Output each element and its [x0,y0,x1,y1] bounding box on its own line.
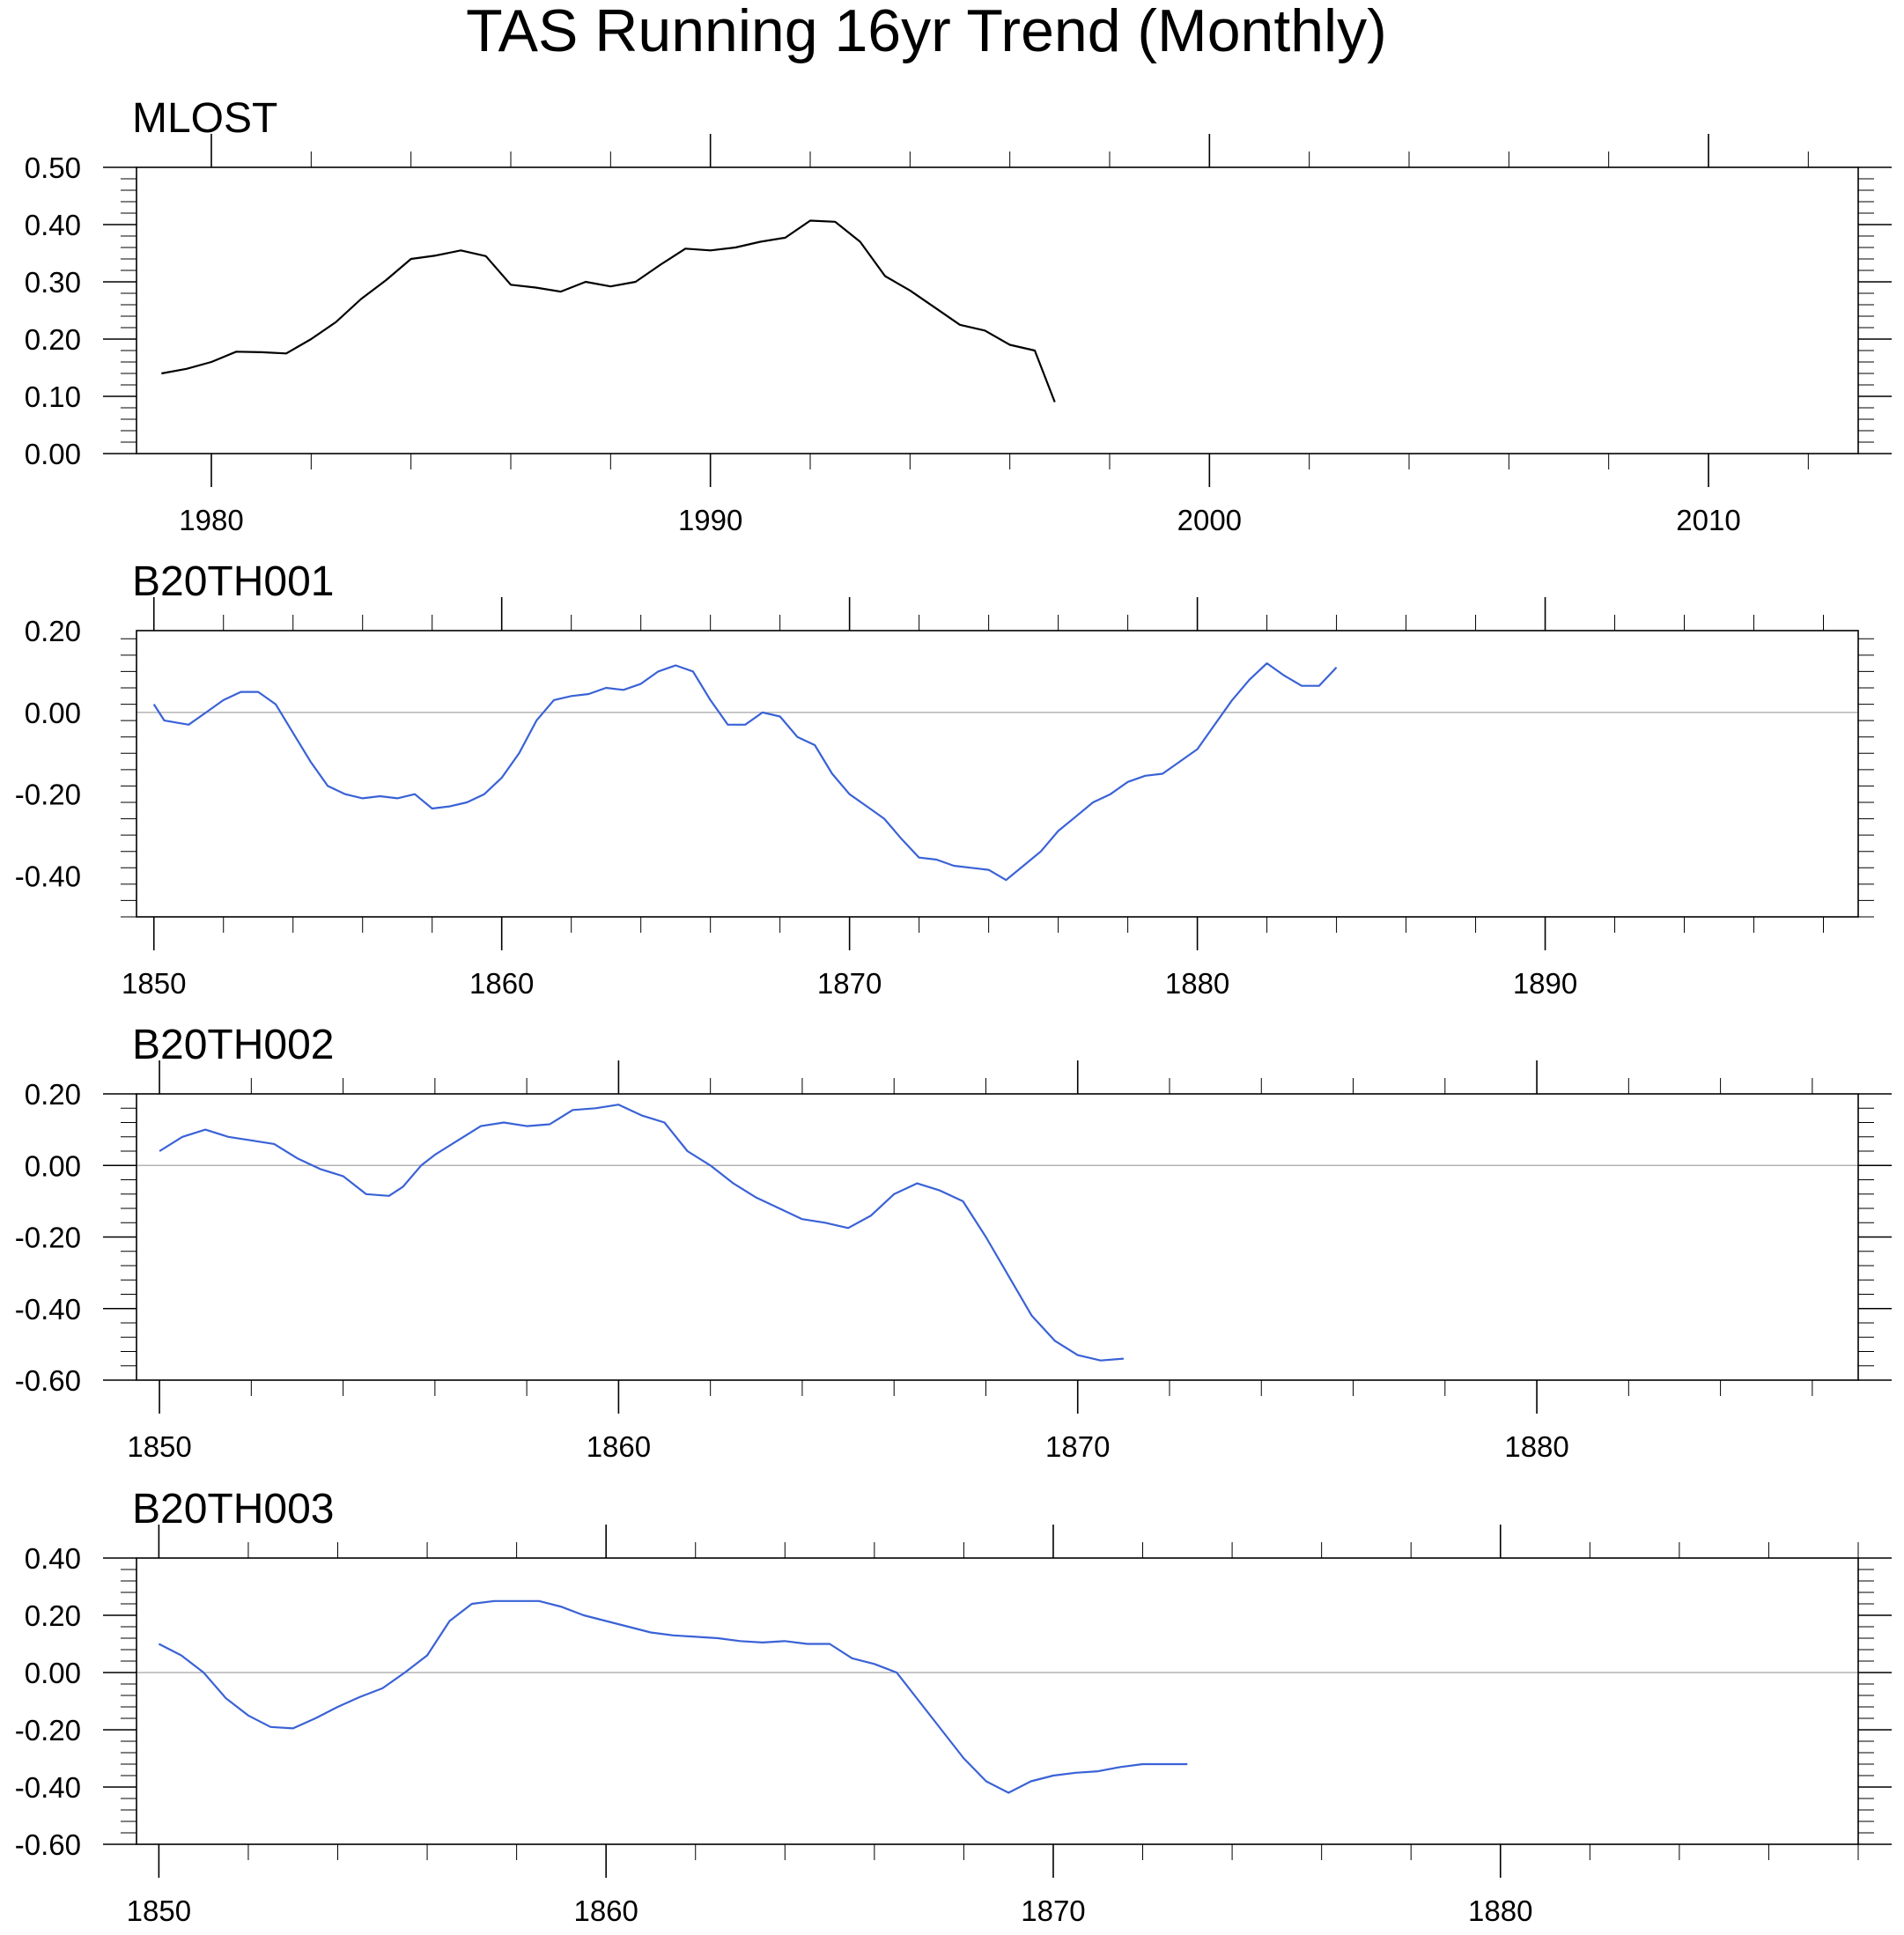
y-tick-label: -0.20 [15,1222,81,1254]
y-tick-label: 0.20 [25,615,81,647]
y-tick-label: 0.30 [25,266,81,299]
y-tick-label: 0.00 [25,438,81,470]
y-tick-label: 0.40 [25,1542,81,1575]
x-tick-label: 1990 [678,504,742,536]
y-tick-label: -0.20 [15,779,81,811]
plot-frame [136,166,1859,454]
panel-b20th002: B20TH002 -0.60 -0.40 -0.20 0.00 0.20 1850 1860 1… [15,1022,1892,1463]
plot-frame [136,630,1859,918]
y-tick-label: -0.60 [15,1364,81,1397]
x-tick-label: 2000 [1177,504,1242,536]
y-tick-label: -0.40 [15,1293,81,1326]
y-tick-label: -0.40 [15,1771,81,1804]
series-line-b20th003 [158,1599,1188,1794]
x-tick-label: 1870 [1021,1894,1085,1927]
panel-title: MLOST [132,95,277,142]
y-tick-label: 0.20 [25,1078,81,1111]
panel-title: B20TH002 [132,1022,334,1068]
y-tick-label: 0.10 [25,380,81,413]
panel-mlost: MLOST 0.00 0.10 0.20 0.30 0.40 0.50 1980 1990 200… [25,95,1892,536]
figure-title: TAS Running 16yr Trend (Monthly) [466,0,1387,64]
series-line-b20th002 [159,1104,1124,1362]
panel-b20th001: B20TH001 -0.40 -0.20 0.00 0.20 1850 1860 1870 18… [15,558,1874,1000]
x-tick-label: 1860 [573,1894,638,1927]
x-tick-label: 1870 [1045,1430,1110,1463]
panel-b20th003: B20TH003 -0.60 -0.40 -0.20 0.00 0.20 0.40 1850 1… [15,1486,1892,1927]
y-tick-label: -0.40 [15,860,81,893]
panels: MLOST 0.00 0.10 0.20 0.30 0.40 0.50 1980 1990 200… [15,95,1892,1927]
y-tick-label: 0.00 [25,1149,81,1182]
y-tick-label: 0.00 [25,1657,81,1689]
x-tick-label: 1860 [469,967,534,1000]
series-line-b20th001 [152,661,1338,882]
x-tick-label: 1860 [587,1430,651,1463]
y-tick-label: 0.50 [25,151,81,184]
x-tick-label: 1850 [122,967,186,1000]
y-tick-label: 0.00 [25,697,81,729]
x-tick-label: 1870 [817,967,882,1000]
series-line-mlost [161,219,1056,403]
panel-title: B20TH003 [132,1486,334,1532]
plot-frame [136,1557,1859,1845]
x-tick-label: 1850 [127,1894,191,1927]
x-tick-label: 1880 [1165,967,1229,1000]
y-tick-label: 0.20 [25,323,81,356]
x-tick-label: 1980 [179,504,243,536]
x-tick-label: 1880 [1504,1430,1568,1463]
y-tick-label: 0.20 [25,1599,81,1632]
x-tick-label: 1890 [1513,967,1577,1000]
y-tick-label: -0.20 [15,1714,81,1747]
x-tick-label: 1850 [127,1430,191,1463]
x-tick-label: 1880 [1468,1894,1532,1927]
x-tick-label: 2010 [1676,504,1740,536]
plot-frame [136,1093,1859,1381]
y-tick-label: 0.40 [25,209,81,241]
panel-title: B20TH001 [132,558,334,605]
y-tick-label: -0.60 [15,1828,81,1861]
